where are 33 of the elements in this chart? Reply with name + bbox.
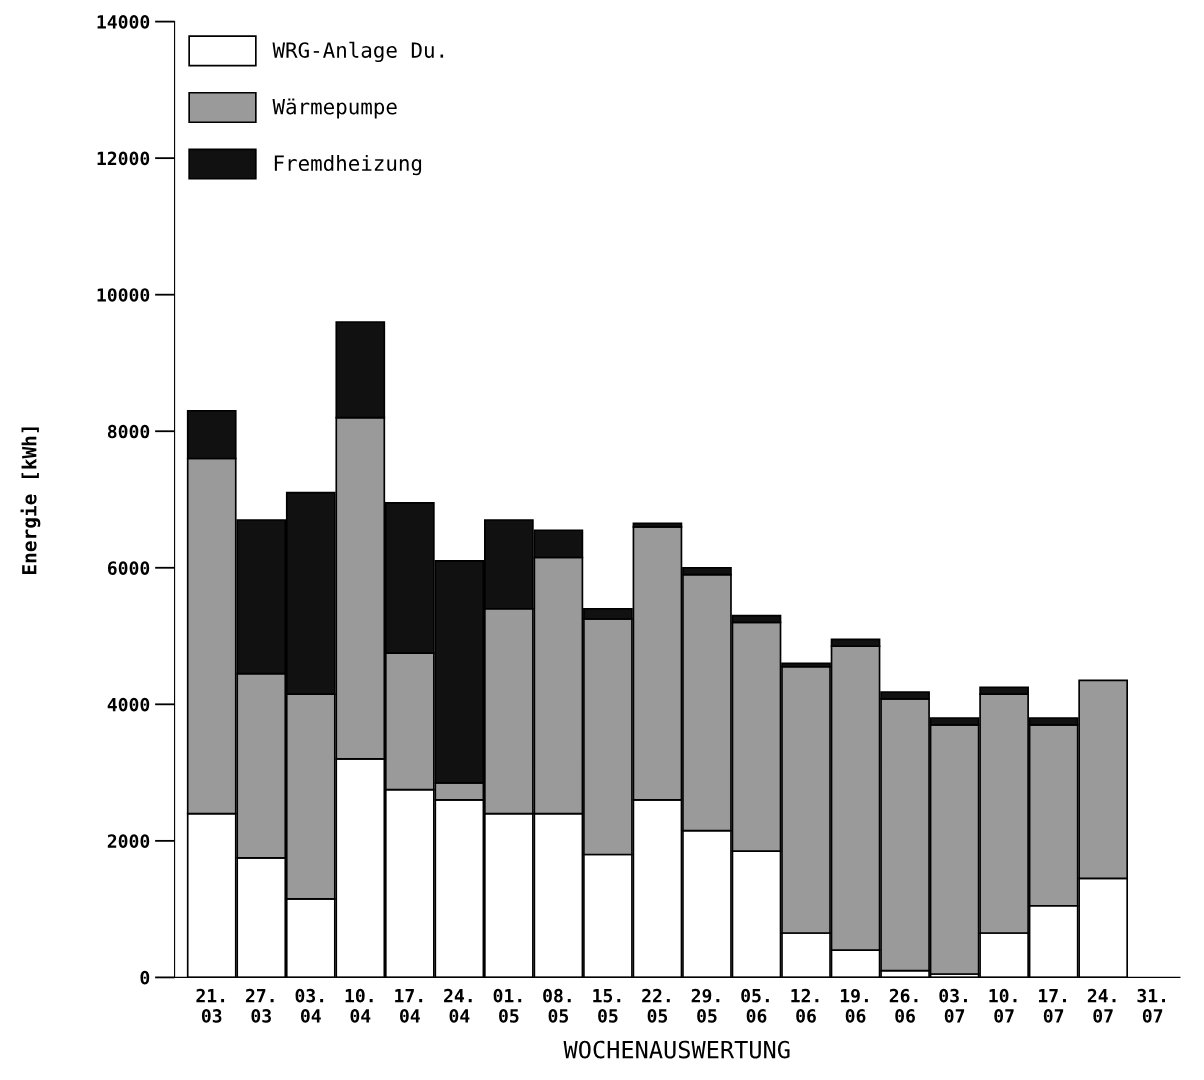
y-tick-label: 14000 [97,15,150,29]
x-tick-label: 12. 06 [791,988,819,1023]
x-tick-label: 24. 04 [444,988,472,1023]
legend-label: Wärmepumpe [272,98,397,119]
x-tick-label: 03. 07 [939,988,967,1023]
x-tick-label: 10. 04 [345,988,373,1023]
x-tick-label: 19. 06 [840,988,868,1023]
x-tick-label: 03. 04 [295,988,324,1023]
legend-label: WRG-Anlage Du. [272,41,444,63]
x-tick-label: 17. 07 [1038,989,1066,1023]
y-tick-label: 10000 [97,288,150,302]
y-tick-label: 2000 [107,834,150,848]
x-tick-label: 22. 05 [642,988,670,1023]
x-tick-label: 05. 06 [741,988,769,1023]
x-tick-label: 29. 05 [691,988,720,1023]
x-tick-label: 27. 03 [245,988,274,1023]
x-tick-label: 10. 07 [989,988,1017,1023]
x-tick-label: 31. 07 [1137,988,1166,1023]
x-axis-title: WOCHENAUSWERTUNG [563,1040,790,1059]
y-tick-label: 6000 [107,561,150,575]
x-tick-label: 01. 05 [493,988,522,1023]
y-tick-label: 12000 [97,151,150,166]
y-tick-label: 8000 [107,424,150,439]
x-tick-label: 17. 04 [395,989,423,1023]
x-tick-label: 24. 07 [1087,988,1116,1023]
legend-label: Fremdheizung [274,154,422,176]
x-tick-label: 08. 05 [543,988,571,1023]
x-tick-label: 15. 05 [593,989,621,1023]
x-tick-label: 21. 03 [196,988,225,1023]
y-axis-title: Energie [kWh] [20,427,41,574]
y-tick-label: 0 [140,970,150,985]
x-tick-label: 26. 06 [889,988,918,1023]
y-tick-label: 4000 [107,697,150,712]
